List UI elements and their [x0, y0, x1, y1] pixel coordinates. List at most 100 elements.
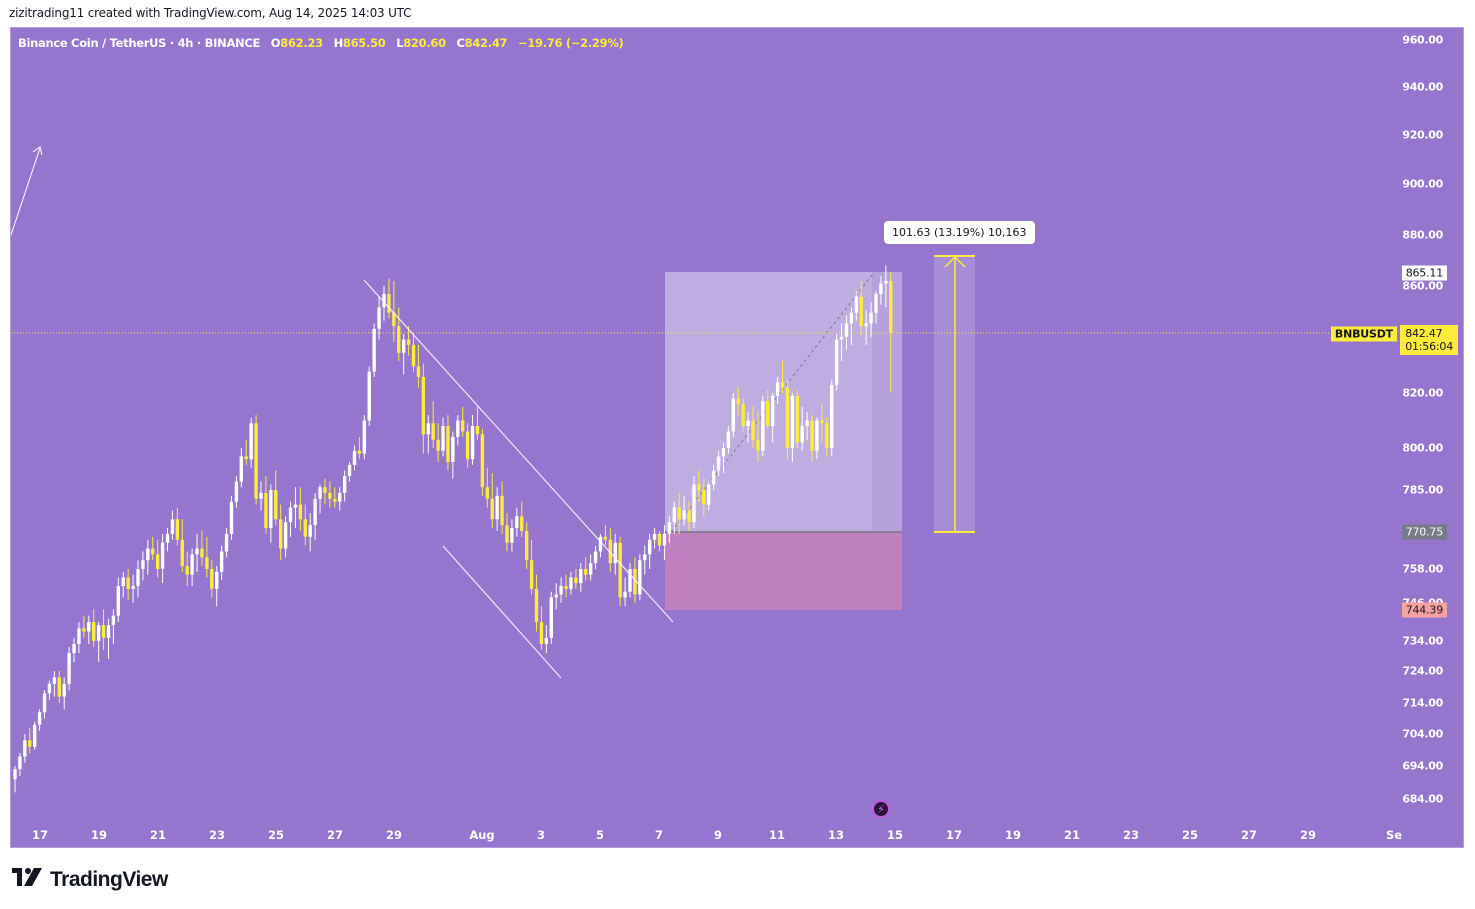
candle-body [13, 769, 17, 780]
candle-body [411, 344, 416, 367]
candle-body [697, 484, 701, 490]
time-tick-label: 3 [536, 828, 546, 842]
candle-body [57, 677, 61, 697]
price-tick-label: 820.00 [1402, 386, 1443, 400]
candle-body [480, 434, 485, 488]
candle-body [136, 569, 140, 586]
candle-body [780, 382, 785, 388]
candle-body [721, 448, 726, 457]
candle-body [131, 586, 135, 589]
candle-body [647, 539, 652, 555]
candle-body [347, 464, 352, 476]
time-tick-label: 15 [886, 828, 904, 842]
candle-body [185, 566, 189, 575]
candle-body [436, 439, 440, 451]
candle-body [67, 653, 71, 684]
candle-body [810, 420, 814, 451]
time-tick-label: 9 [713, 828, 723, 842]
price-plot[interactable] [11, 28, 1464, 848]
symbol-description: Binance Coin / TetherUS · 4h · BINANCE [18, 36, 261, 50]
time-tick-label: 21 [149, 828, 167, 842]
candle-body [42, 693, 47, 713]
candle-body [338, 492, 342, 502]
candle-body [554, 594, 558, 598]
tradingview-wordmark: TradingView [50, 867, 168, 891]
tradingview-logo[interactable]: TradingView [12, 867, 168, 892]
candle-body [151, 548, 155, 555]
candle-body [495, 495, 499, 520]
price-tick-label: 880.00 [1402, 228, 1443, 242]
candle-body [652, 533, 657, 540]
price-tick-label: 920.00 [1402, 128, 1443, 142]
candle-body [465, 431, 470, 460]
candle-body [638, 560, 642, 595]
candle-body [529, 560, 534, 589]
symbol-legend: Binance Coin / TetherUS · 4h · BINANCE O… [18, 36, 624, 50]
time-tick-label: 25 [267, 828, 285, 842]
candle-body [549, 597, 553, 638]
candle-body [524, 530, 529, 561]
lightning-event-icon[interactable]: ⚡ [872, 800, 890, 818]
candle-body [382, 294, 386, 308]
candle-body [564, 586, 568, 589]
candle-body [210, 569, 214, 589]
price-tick-label: 940.00 [1402, 80, 1443, 94]
candle-body [219, 551, 224, 572]
chart-pane[interactable]: Binance Coin / TetherUS · 4h · BINANCE O… [10, 27, 1464, 848]
candle-body [584, 569, 588, 575]
candle-body [244, 456, 248, 460]
entry-price-tag: 770.75 [1401, 524, 1447, 540]
low-value: 820.60 [403, 36, 446, 50]
candle-body [770, 395, 775, 426]
candle-body [756, 439, 760, 451]
channel-lower-line [442, 545, 562, 679]
time-tick-label: 19 [1004, 828, 1022, 842]
candle-body [839, 336, 844, 340]
time-tick-label: 23 [208, 828, 226, 842]
last-price-tag: 842.47 01:56:04 [1400, 325, 1458, 355]
candle-body [32, 724, 37, 747]
candle-body [141, 560, 145, 569]
candle-body [77, 628, 81, 644]
arrow-head-icon [32, 146, 43, 156]
time-tick-label: 5 [595, 828, 605, 842]
candle-body [746, 420, 750, 426]
candle-body [446, 426, 450, 462]
time-tick-label: 17 [945, 828, 963, 842]
candle-body [667, 522, 672, 534]
time-tick-label: 19 [90, 828, 108, 842]
candle-body [618, 542, 622, 598]
change-value: −19.76 (−2.29%) [517, 36, 624, 50]
candle-body [500, 495, 504, 526]
channel-upper-line [363, 279, 674, 623]
measure-arrow-icon [944, 255, 966, 268]
candle-body [805, 420, 809, 426]
candle-body [328, 492, 332, 499]
bar-countdown: 01:56:04 [1405, 340, 1453, 353]
chart-credit: zizitrading11 created with TradingView.c… [9, 6, 412, 20]
candle-body [766, 401, 770, 426]
candle-body [456, 420, 460, 437]
candle-body [869, 312, 873, 324]
candle-body [490, 498, 494, 520]
last-price-value: 842.47 [1405, 327, 1443, 340]
candle-body [790, 395, 795, 448]
candle-body [215, 571, 219, 589]
candle-body [830, 384, 834, 448]
high-price-tag: 865.11 [1401, 265, 1447, 281]
candle-body [598, 536, 603, 552]
price-tick-label: 960.00 [1402, 33, 1443, 47]
candle-body [333, 498, 337, 502]
price-tick-label: 860.00 [1402, 279, 1443, 293]
time-tick-label: 23 [1122, 828, 1140, 842]
candle-body [761, 401, 765, 451]
candle-body [633, 569, 637, 595]
stop-price-tag: 744.39 [1401, 602, 1447, 618]
candle-body [62, 683, 66, 697]
candle-body [259, 492, 263, 499]
price-tick-label: 800.00 [1402, 441, 1443, 455]
price-tick-label: 684.00 [1402, 792, 1443, 806]
candle-body [510, 528, 514, 543]
candle-body [544, 637, 549, 644]
candle-body [313, 498, 317, 526]
